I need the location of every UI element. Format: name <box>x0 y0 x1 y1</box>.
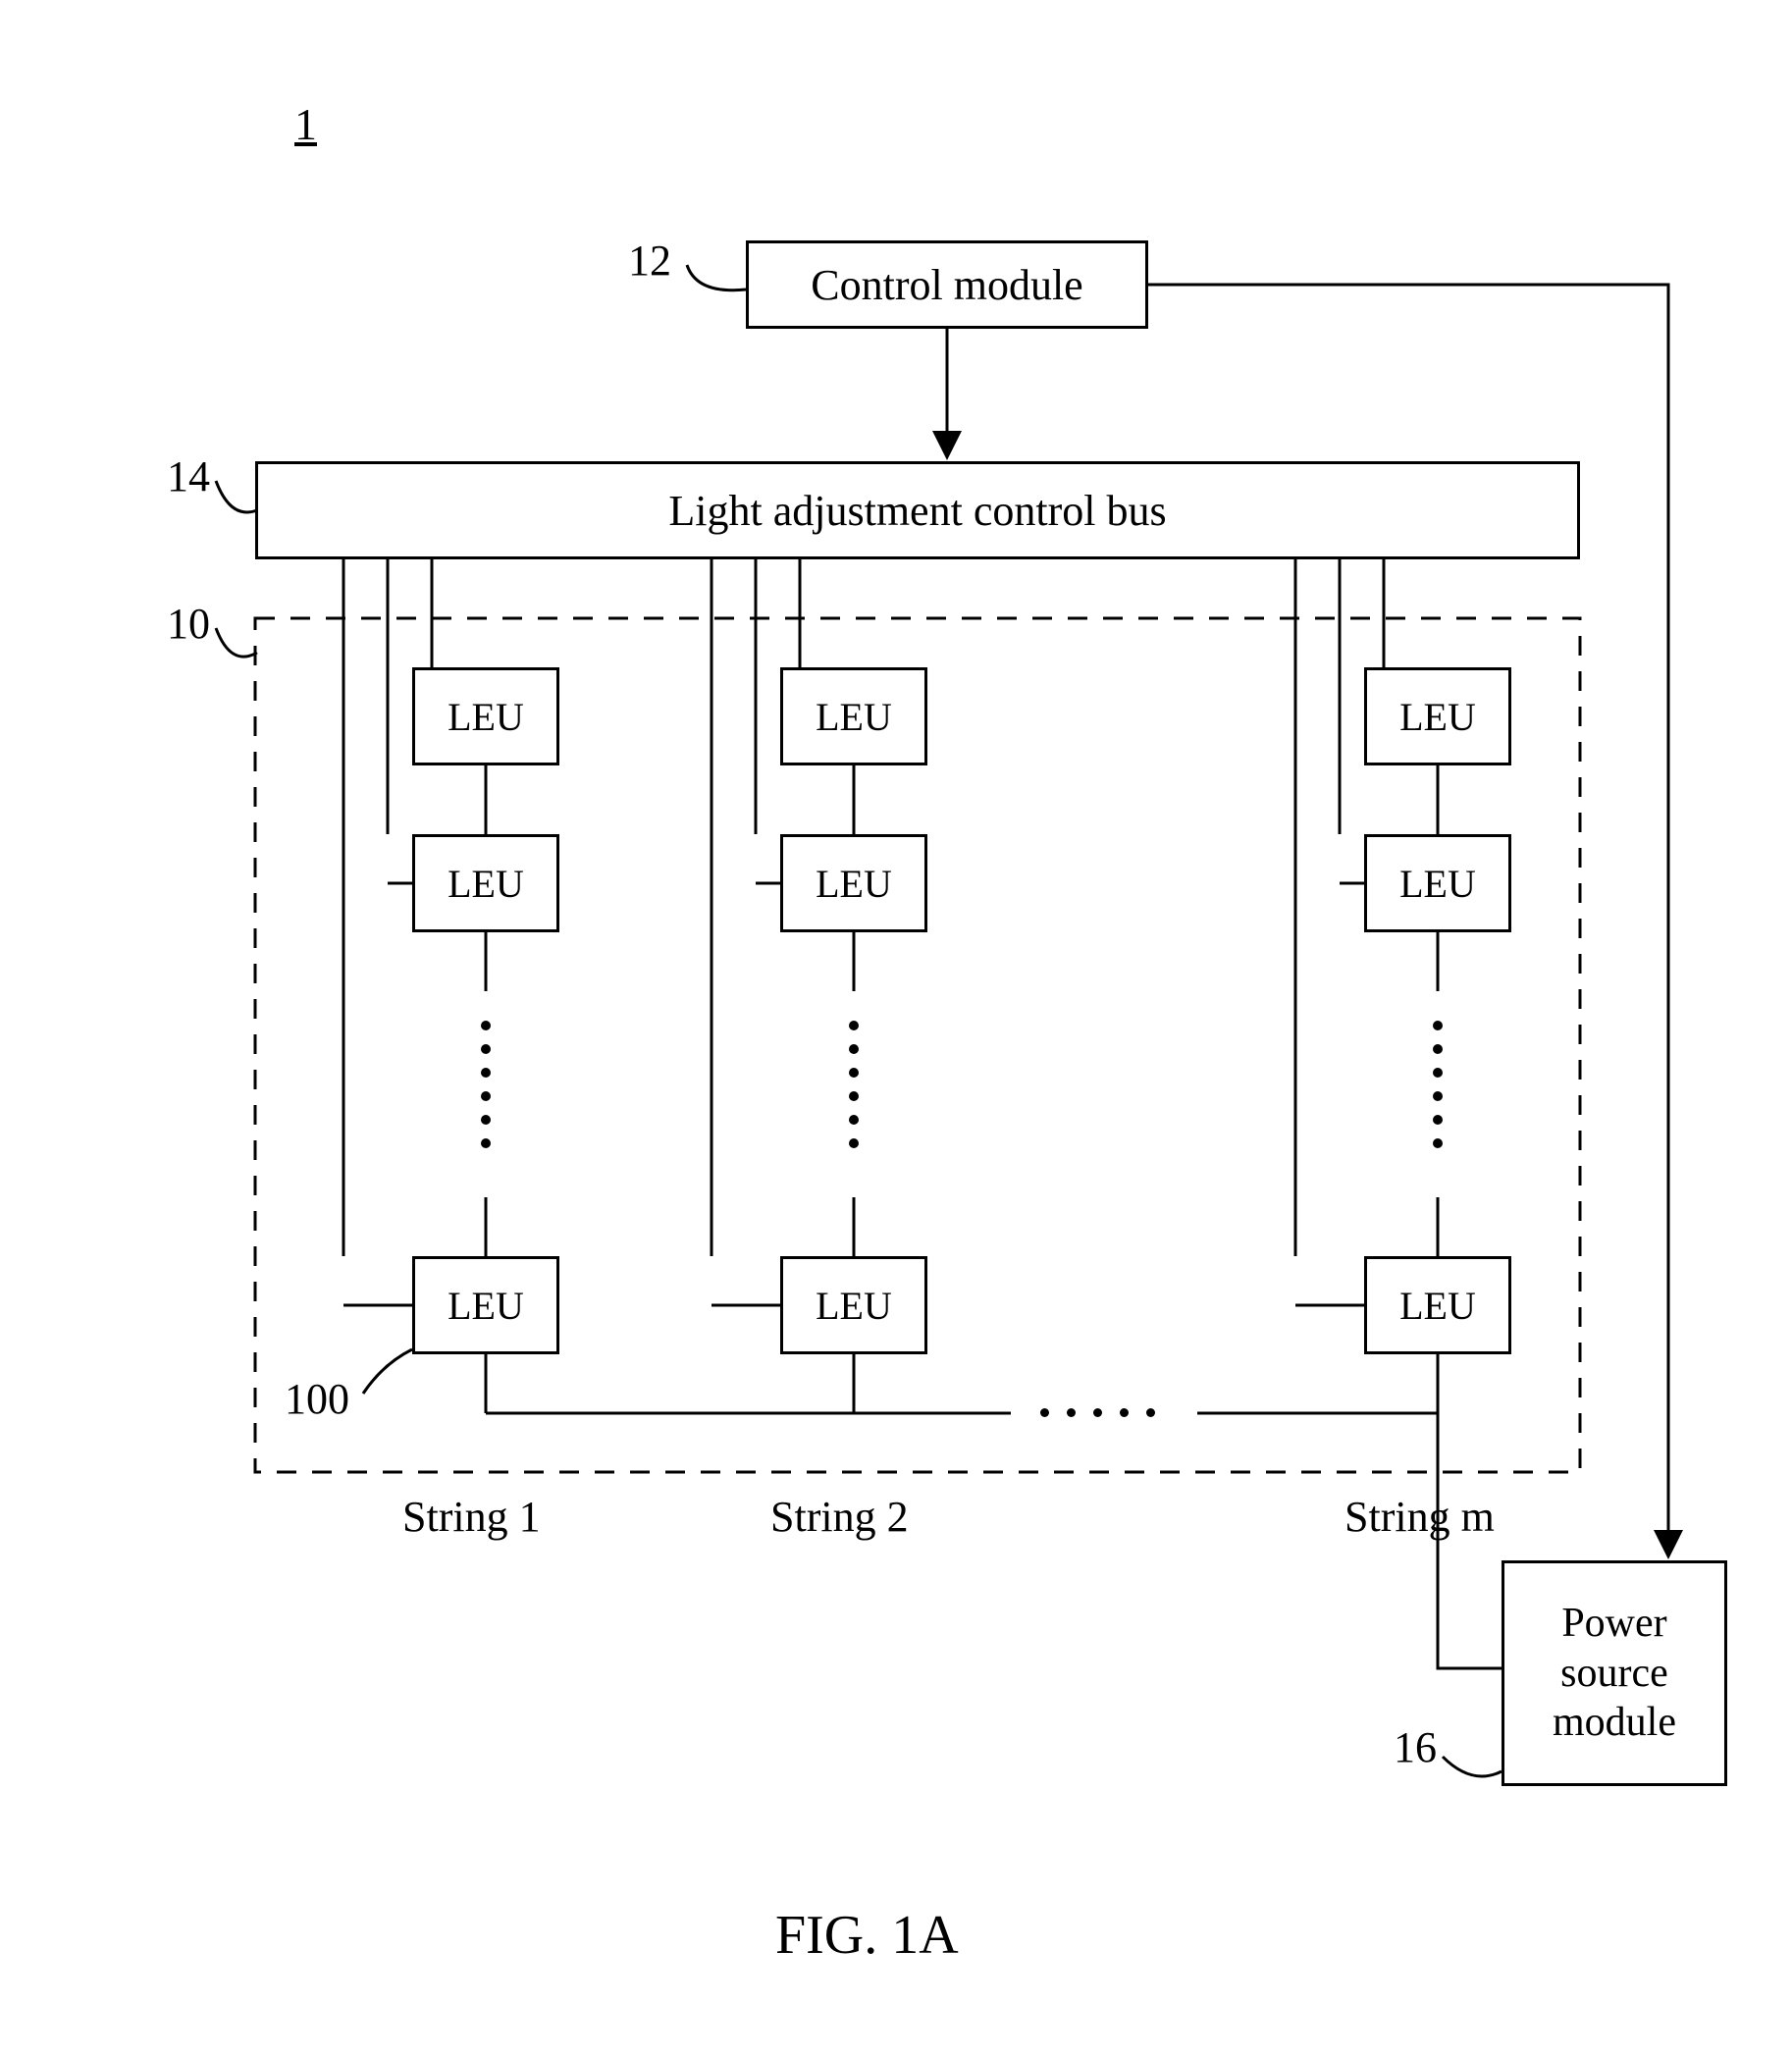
leu-box-c1-r3: LEU <box>412 1256 559 1354</box>
power-source-label: Power source module <box>1553 1599 1676 1747</box>
ref-14: 14 <box>167 451 210 501</box>
leu-label: LEU <box>448 1283 524 1329</box>
leu-label: LEU <box>1399 861 1476 907</box>
leu-box-c1-r1: LEU <box>412 667 559 765</box>
leu-label: LEU <box>816 861 892 907</box>
vdots-c1 <box>481 1021 491 1148</box>
leu-label: LEU <box>816 1283 892 1329</box>
string-2-label: String 2 <box>770 1492 909 1542</box>
leu-box-c1-r2: LEU <box>412 834 559 932</box>
vdots-c2 <box>849 1021 859 1148</box>
figure-ref-1: 1 <box>294 98 317 150</box>
bus-label: Light adjustment control bus <box>668 486 1166 536</box>
diagram-canvas: 1 12 14 10 100 16 Control module Light a… <box>0 0 1792 2055</box>
ref-100: 100 <box>285 1374 349 1424</box>
vdots-c3 <box>1433 1021 1443 1148</box>
leu-box-c3-r2: LEU <box>1364 834 1511 932</box>
leu-box-c3-r3: LEU <box>1364 1256 1511 1354</box>
leu-label: LEU <box>448 694 524 740</box>
leu-label: LEU <box>1399 694 1476 740</box>
leu-label: LEU <box>816 694 892 740</box>
leu-box-c2-r1: LEU <box>780 667 927 765</box>
string-m-label: String m <box>1344 1492 1495 1542</box>
leu-box-c2-r3: LEU <box>780 1256 927 1354</box>
control-module-label: Control module <box>811 260 1082 310</box>
control-module-box: Control module <box>746 240 1148 329</box>
leu-label: LEU <box>448 861 524 907</box>
power-source-box: Power source module <box>1502 1560 1727 1786</box>
string-1-label: String 1 <box>402 1492 541 1542</box>
ref-16: 16 <box>1394 1722 1437 1772</box>
ref-12: 12 <box>628 236 671 286</box>
leu-box-c2-r2: LEU <box>780 834 927 932</box>
hdots-bottom <box>1040 1408 1155 1417</box>
ref-10: 10 <box>167 599 210 649</box>
figure-caption: FIG. 1A <box>775 1904 959 1967</box>
leu-box-c3-r1: LEU <box>1364 667 1511 765</box>
leu-label: LEU <box>1399 1283 1476 1329</box>
bus-box: Light adjustment control bus <box>255 461 1580 559</box>
